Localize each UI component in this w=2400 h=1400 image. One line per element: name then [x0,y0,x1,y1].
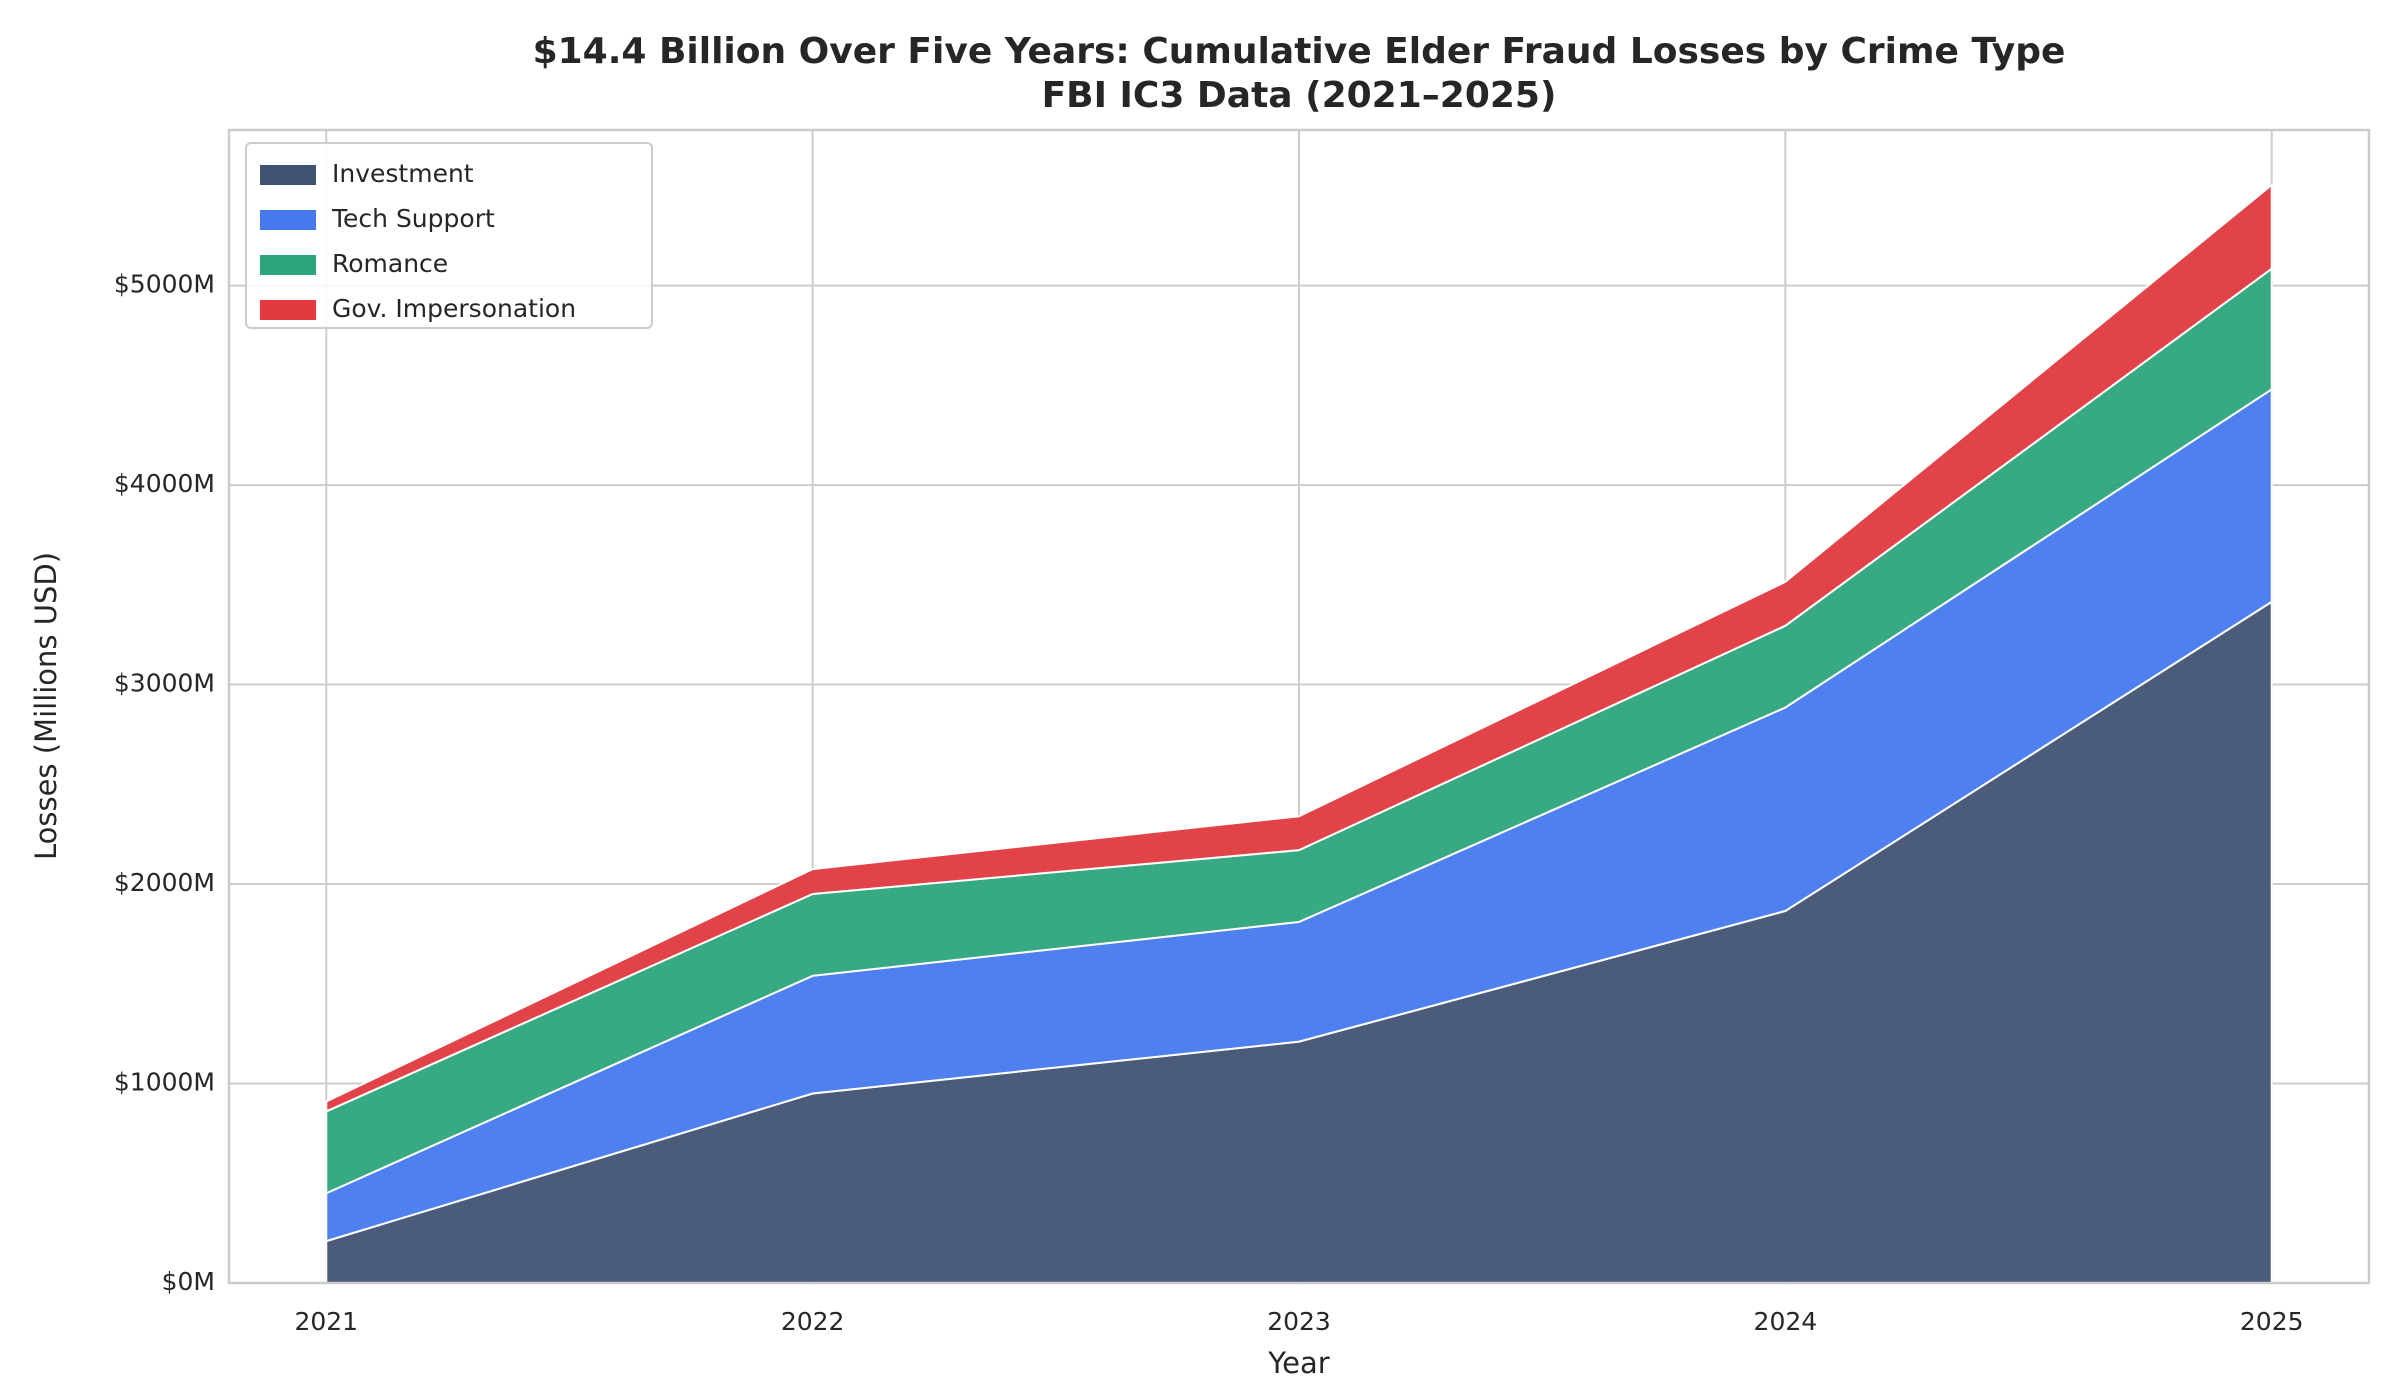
x-tick-label: 2023 [1267,1307,1331,1336]
y-tick-label: $3000M [114,669,215,698]
legend-swatch [260,210,316,230]
y-tick-label: $0M [162,1267,215,1296]
x-axis-label: Year [1267,1346,1329,1380]
legend-box [245,142,653,329]
legend-swatch [260,300,316,320]
legend-label: Investment [332,159,474,188]
x-tick-label: 2024 [1754,1307,1818,1336]
chart-subtitle: FBI IC3 Data (2021–2025) [1042,75,1557,116]
x-tick-label: 2025 [2240,1307,2304,1336]
legend-label: Romance [332,249,448,278]
y-tick-label: $1000M [114,1068,215,1097]
y-axis-label: Losses (Millions USD) [29,552,63,860]
plot-frame [227,128,2371,1285]
chart-title: $14.4 Billion Over Five Years: Cumulativ… [533,31,2066,72]
legend-swatch [260,165,316,185]
y-tick-label: $4000M [114,469,215,498]
y-tick-label: $5000M [114,270,215,299]
legend-swatch [260,255,316,275]
area [325,182,2273,1113]
x-tick-label: 2022 [781,1307,845,1336]
legend: Investment Tech Support Romance Gov. Impers… [245,142,653,329]
legend-label: Gov. Impersonation [332,294,576,323]
x-tick-label: 2021 [294,1307,358,1336]
legend-label: Tech Support [331,204,495,233]
y-tick-label: $2000M [114,868,215,897]
